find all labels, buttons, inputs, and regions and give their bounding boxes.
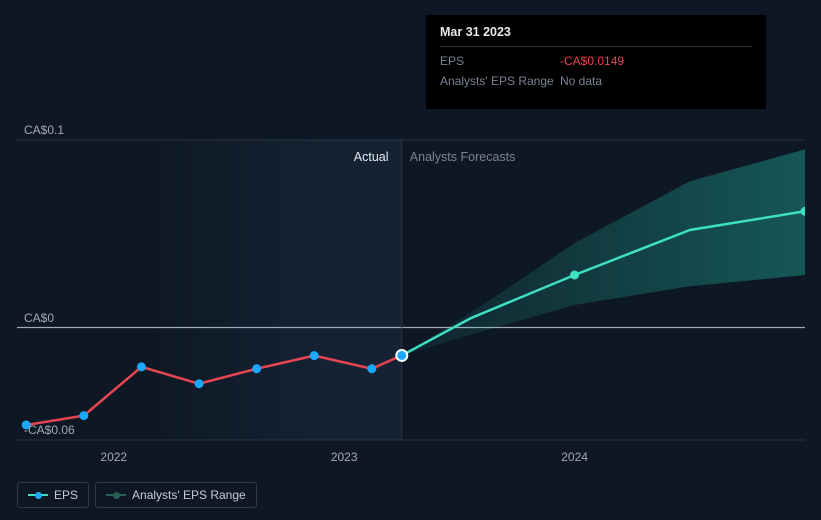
region-label-forecast: Analysts Forecasts <box>410 150 516 164</box>
y-axis-label: CA$0 <box>24 311 54 325</box>
tooltip-row: EPS-CA$0.0149 <box>440 51 752 71</box>
tooltip-date: Mar 31 2023 <box>440 23 752 47</box>
legend-label: Analysts' EPS Range <box>132 488 246 502</box>
y-axis-label: CA$0.1 <box>24 123 64 137</box>
chart-legend: EPS Analysts' EPS Range <box>17 482 257 508</box>
region-label-actual: Actual <box>354 150 389 164</box>
tooltip-row-value: -CA$0.0149 <box>560 52 624 70</box>
x-axis-label: 2022 <box>100 450 127 464</box>
legend-item-eps-range[interactable]: Analysts' EPS Range <box>95 482 257 508</box>
legend-label: EPS <box>54 488 78 502</box>
tooltip-row-label: EPS <box>440 52 560 70</box>
tooltip-row-value: No data <box>560 72 602 90</box>
legend-swatch-eps <box>28 491 48 499</box>
tooltip-row: Analysts' EPS RangeNo data <box>440 71 752 91</box>
x-axis-label: 2024 <box>561 450 588 464</box>
legend-swatch-eps-range <box>106 491 126 499</box>
x-axis-label: 2023 <box>331 450 358 464</box>
chart-tooltip: Mar 31 2023 EPS-CA$0.0149Analysts' EPS R… <box>426 15 766 109</box>
y-axis-label: -CA$0.06 <box>24 423 75 437</box>
legend-item-eps[interactable]: EPS <box>17 482 89 508</box>
tooltip-row-label: Analysts' EPS Range <box>440 72 560 90</box>
